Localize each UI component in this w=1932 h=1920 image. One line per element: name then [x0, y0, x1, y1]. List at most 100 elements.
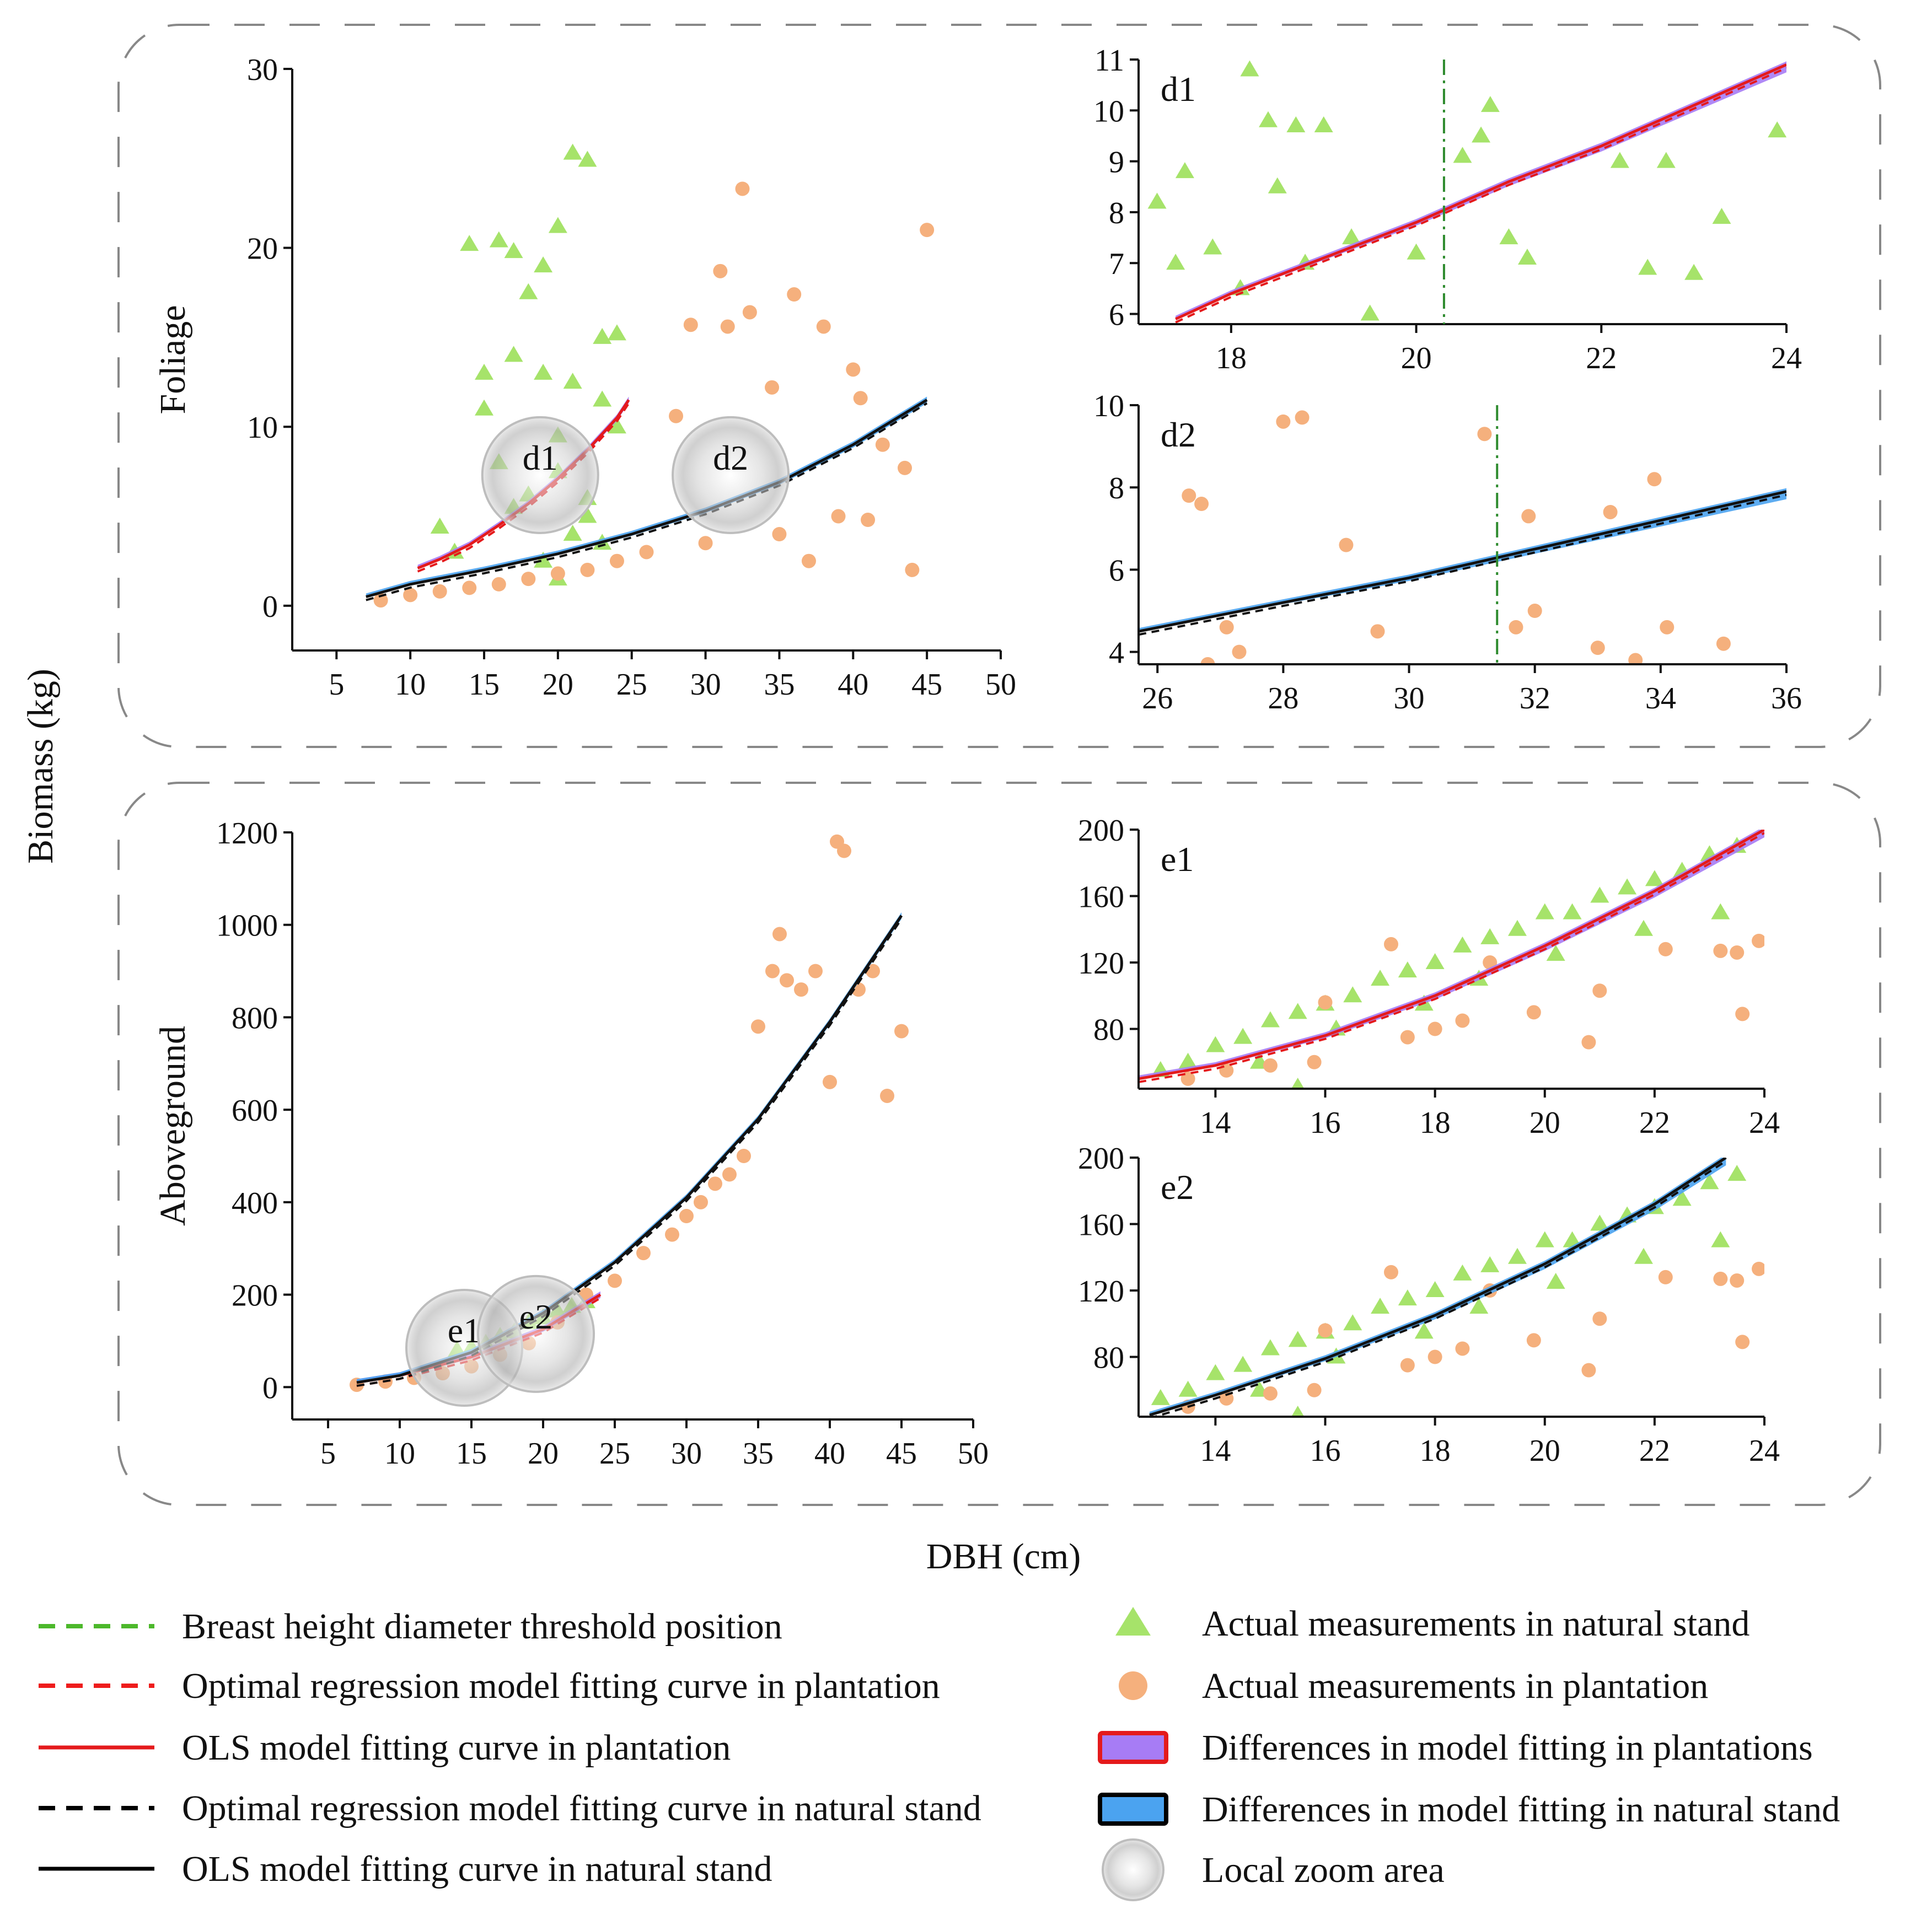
natural-difference-band [366, 396, 927, 597]
plantation-point [1592, 1311, 1607, 1326]
plantation-point [737, 1149, 751, 1164]
plantation-point [823, 1074, 837, 1089]
natural-stand-point [519, 283, 538, 299]
plantation-point [462, 580, 477, 595]
legend-swatch-zoom [1102, 1838, 1164, 1901]
y-common-label: Biomass (kg) [20, 669, 61, 864]
natural-stand-point [1260, 1339, 1280, 1356]
plot-area [1139, 410, 1786, 664]
x-common-label: DBH (cm) [926, 1536, 1081, 1577]
plantation-point [1603, 504, 1618, 519]
plantation-point [608, 1273, 622, 1288]
plantation-point [432, 584, 447, 599]
plantation-point [403, 588, 418, 603]
plantation-point [609, 553, 624, 568]
plantation-point [679, 1209, 694, 1224]
x-tick-label: 30 [690, 668, 721, 702]
y-tick-label: 0 [262, 590, 278, 624]
natural-optimal-curve [366, 402, 928, 601]
natural-stand-point [1175, 162, 1194, 179]
plantation-point [1735, 1007, 1750, 1021]
plantation-point [1370, 624, 1385, 639]
natural-stand-point [1672, 1190, 1692, 1206]
plantation-point [861, 513, 876, 528]
natural-stand-point [1684, 263, 1704, 280]
plantation-point [708, 1176, 722, 1191]
x-tick-label: 24 [1749, 1106, 1780, 1140]
plantation-point [521, 572, 536, 587]
zoom-area-label: e1 [448, 1311, 481, 1350]
plantation-point [639, 545, 654, 560]
plantation-point [816, 319, 831, 334]
x-tick-label: 14 [1200, 1106, 1231, 1140]
natural-stand-point [1371, 1298, 1390, 1314]
plantation-point [698, 536, 713, 551]
y-tick-label: 8 [1109, 196, 1124, 230]
d1-zoom-chart: 18 20 22 24 6 7 8 9 10 11 d1 [1093, 44, 1802, 375]
plantation-point [1730, 945, 1745, 960]
natural-stand-point [1546, 1272, 1565, 1289]
natural-optimal-curve [1151, 1160, 1727, 1417]
natural-stand-point [1656, 152, 1676, 168]
plantation-point [1182, 488, 1196, 503]
plot-area [1139, 830, 1764, 1089]
natural-stand-point [1371, 970, 1390, 986]
x-tick-label: 26 [1142, 681, 1173, 716]
natural-stand-point [607, 417, 626, 434]
x-tick-label: 36 [1771, 681, 1802, 716]
y-tick-label: 80 [1093, 1013, 1124, 1047]
natural-stand-point [1712, 208, 1731, 224]
plantation-point [1752, 1261, 1764, 1276]
plantation-point [1307, 1383, 1322, 1397]
zoom-area-label: d1 [523, 438, 558, 477]
y-tick-label: 200 [1078, 1142, 1124, 1176]
plantation-point [751, 1019, 765, 1034]
natural-stand-point [475, 399, 494, 416]
natural-stand-point [1166, 254, 1185, 270]
x-tick-label: 16 [1310, 1434, 1341, 1468]
natural-stand-point [1453, 1264, 1472, 1281]
plantation-point [580, 562, 595, 577]
panel-tag: d2 [1161, 415, 1196, 454]
plantation-point [1716, 636, 1731, 651]
zoom-area-sphere [672, 416, 790, 534]
y-tick-label: 10 [247, 411, 278, 445]
y-tick-label: 1000 [216, 909, 278, 943]
x-tick-label: 22 [1639, 1106, 1670, 1140]
bottom-panel-frame [117, 782, 1881, 1506]
plantation-point [905, 562, 920, 577]
plantation-point [720, 319, 735, 334]
legend-label-diff_plant: Differences in model fitting in plantati… [1202, 1728, 1813, 1768]
x-tick-label: 15 [469, 668, 500, 702]
natural-stand-point [1360, 304, 1380, 321]
natural-stand-point [1507, 1247, 1527, 1264]
y-tick-label: 10 [1093, 94, 1124, 128]
natural-stand-point [1398, 1289, 1417, 1306]
y-tick-label: 160 [1078, 880, 1124, 915]
legend-label-ols_plant: OLS model fitting curve in plantation [182, 1728, 731, 1768]
natural-ols-curve [1149, 1158, 1727, 1417]
natural-stand-point [1407, 243, 1426, 260]
plantation-point [1752, 933, 1764, 948]
x-tick-label: 16 [1310, 1106, 1341, 1140]
zoom-area-sphere [477, 1274, 595, 1393]
y-tick-label: 200 [232, 1279, 278, 1313]
legend-label-opt_plant: Optimal regression model fitting curve i… [182, 1666, 940, 1706]
plantation-point [1628, 653, 1643, 664]
natural-stand-point [1291, 1077, 1305, 1089]
x-tick-label: 5 [320, 1437, 336, 1471]
foliage-chart: 5 10 15 20 25 30 35 40 45 50 0 10 20 30 Foliage d1 d2 [153, 53, 1016, 702]
legend-label-threshold: Breast height diameter threshold positio… [182, 1606, 782, 1647]
x-tick-label: 45 [886, 1437, 917, 1471]
e2-zoom-chart: 14 16 18 20 22 24 80 120 160 200 e2 [1078, 1142, 1780, 1468]
legend-label-plant_pts: Actual measurements in plantation [1202, 1666, 1708, 1706]
natural-stand-point [460, 235, 479, 251]
natural-stand-point [1178, 1052, 1198, 1069]
natural-stand-point [1260, 1011, 1280, 1028]
plantation-point [1581, 1035, 1596, 1050]
zoom-area-sphere [481, 416, 599, 534]
natural-stand-point [1233, 1028, 1253, 1044]
natural-stand-point [563, 373, 582, 389]
natural-stand-point [607, 324, 626, 341]
